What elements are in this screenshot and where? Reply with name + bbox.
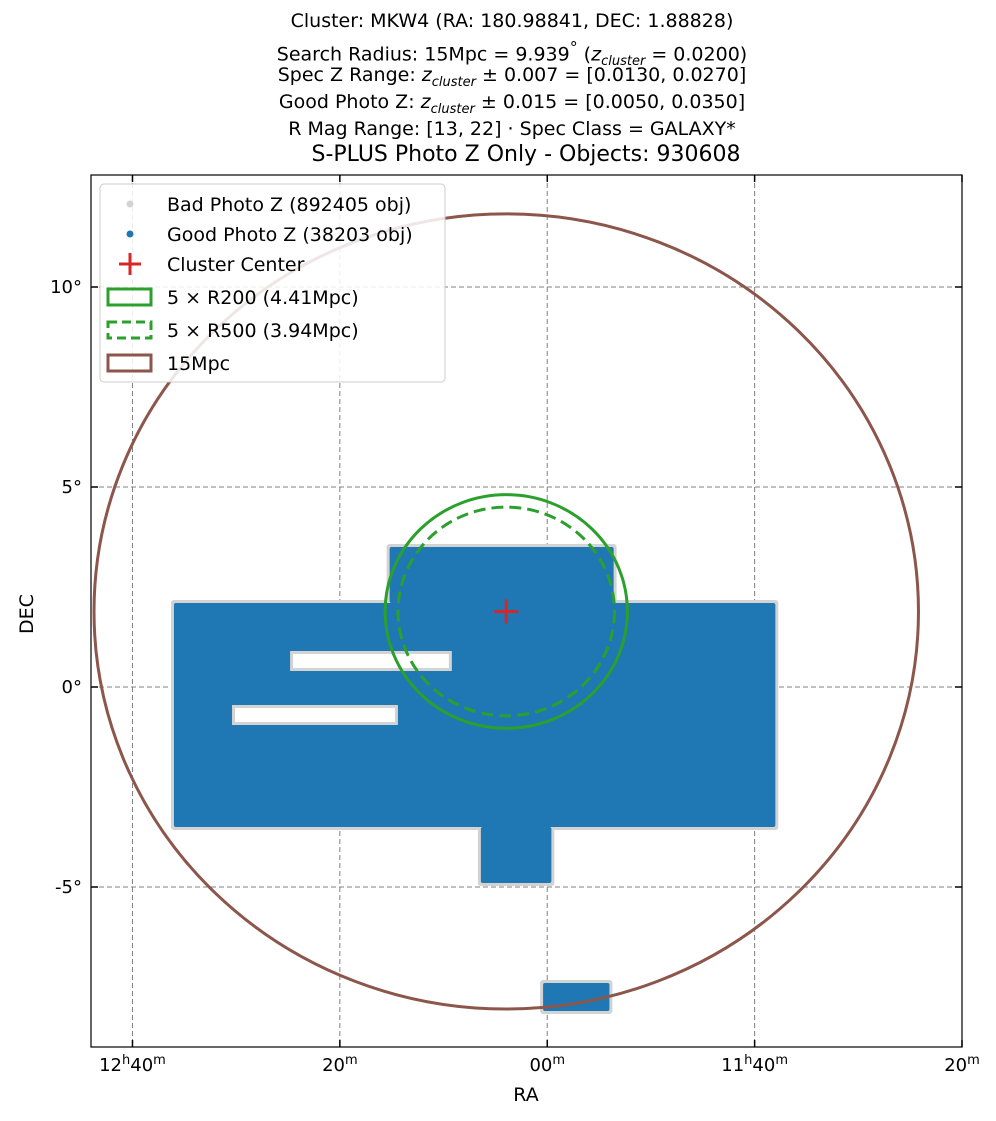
legend-label: Cluster Center bbox=[167, 254, 305, 276]
mpc15-circle bbox=[92, 212, 920, 1011]
legend-dot-key bbox=[126, 200, 134, 208]
coverage-gap bbox=[293, 654, 449, 668]
legend-box-key bbox=[106, 320, 153, 340]
legend-box bbox=[99, 183, 446, 383]
x-tick-label: 20m bbox=[944, 1053, 980, 1076]
header-cluster-line: Cluster: MKW4 (RA: 180.98841, DEC: 1.888… bbox=[290, 10, 734, 32]
y-tick-label: 5° bbox=[62, 477, 82, 498]
legend-label: 15Mpc bbox=[167, 353, 230, 375]
chart-title: S-PLUS Photo Z Only - Objects: 930608 bbox=[311, 142, 741, 167]
r500-circle bbox=[396, 505, 616, 718]
legend: Bad Photo Z (892405 obj) Good Photo Z (38… bbox=[99, 183, 446, 383]
y-tick-label: -5° bbox=[55, 877, 82, 898]
x-tick-label: 11h40m bbox=[721, 1053, 788, 1076]
header-rmag-line: R Mag Range: [13, 22] · Spec Class = GAL… bbox=[288, 118, 736, 140]
x-tick-label: 00m bbox=[529, 1053, 565, 1076]
header-radius-line: Search Radius: 15Mpc = 9.939° (zcluster … bbox=[276, 38, 748, 70]
legend-label: 5 × R500 (3.94Mpc) bbox=[167, 320, 359, 342]
x-tick-label: 20m bbox=[322, 1053, 358, 1076]
y-axis-label: DEC bbox=[16, 594, 38, 634]
good-photoz-region bbox=[389, 547, 614, 603]
y-tick-label: 10° bbox=[50, 277, 82, 298]
x-axis-label: RA bbox=[513, 1084, 538, 1106]
cluster-center-marker bbox=[494, 599, 519, 624]
x-tick-label: 12h40m bbox=[99, 1053, 166, 1076]
legend-dot-key bbox=[126, 230, 134, 238]
legend-label: 5 × R200 (4.41Mpc) bbox=[167, 287, 359, 309]
y-tick-label: 0° bbox=[62, 677, 82, 698]
axis-ticks: 12h40m 20m 00m 11h40m 20m 10° 5° 0° -5° bbox=[50, 175, 980, 1076]
header-photoz-line: Good Photo Z: zcluster ± 0.015 = [0.0050… bbox=[278, 91, 746, 117]
radius-circles bbox=[92, 212, 920, 1011]
coverage-points bbox=[170, 544, 779, 1014]
legend-label: Bad Photo Z (892405 obj) bbox=[167, 194, 411, 216]
legend-label: Good Photo Z (38203 obj) bbox=[167, 224, 413, 246]
legend-box-key bbox=[106, 353, 153, 373]
plot-frame bbox=[90, 174, 963, 1048]
legend-box-key bbox=[106, 287, 153, 307]
r200-circle bbox=[383, 493, 629, 730]
header-specz-line: Spec Z Range: zcluster ± 0.007 = [0.0130… bbox=[277, 64, 747, 90]
good-photoz-region bbox=[543, 983, 610, 1011]
coverage-gap bbox=[235, 708, 395, 722]
good-photoz-region bbox=[480, 827, 552, 883]
